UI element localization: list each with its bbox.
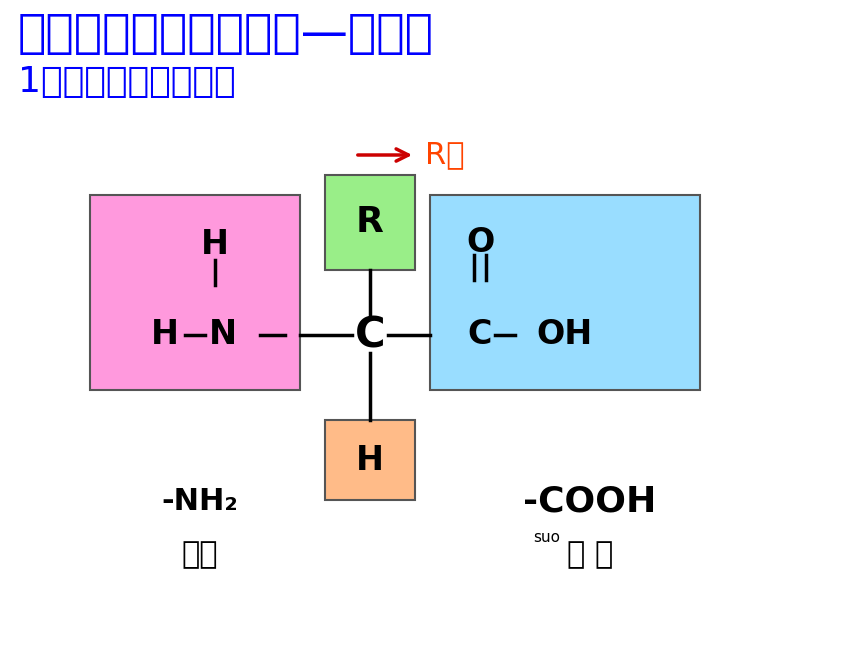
Text: H: H bbox=[201, 228, 229, 261]
Bar bbox=[325, 420, 415, 500]
Text: 二、蛋白质的基本单位—氨基酸: 二、蛋白质的基本单位—氨基酸 bbox=[18, 12, 434, 57]
Text: -COOH: -COOH bbox=[524, 485, 657, 519]
Text: OH: OH bbox=[537, 319, 593, 352]
Bar bbox=[325, 175, 415, 270]
Text: R基: R基 bbox=[425, 141, 464, 170]
Bar bbox=[90, 195, 300, 390]
Text: H: H bbox=[356, 444, 384, 477]
Bar bbox=[430, 195, 700, 390]
Text: 罧 基: 罧 基 bbox=[567, 541, 613, 570]
Text: C: C bbox=[354, 314, 385, 356]
Text: 1、氨基酸的结构通式: 1、氨基酸的结构通式 bbox=[18, 65, 236, 99]
Text: -NH₂: -NH₂ bbox=[162, 488, 238, 517]
Text: 氨基: 氨基 bbox=[181, 541, 218, 570]
FancyArrowPatch shape bbox=[358, 149, 408, 161]
Text: C: C bbox=[468, 319, 492, 352]
Text: O: O bbox=[466, 226, 494, 259]
Text: R: R bbox=[356, 206, 384, 239]
Text: suo: suo bbox=[533, 530, 561, 544]
Text: N: N bbox=[209, 319, 237, 352]
Text: H: H bbox=[151, 319, 179, 352]
